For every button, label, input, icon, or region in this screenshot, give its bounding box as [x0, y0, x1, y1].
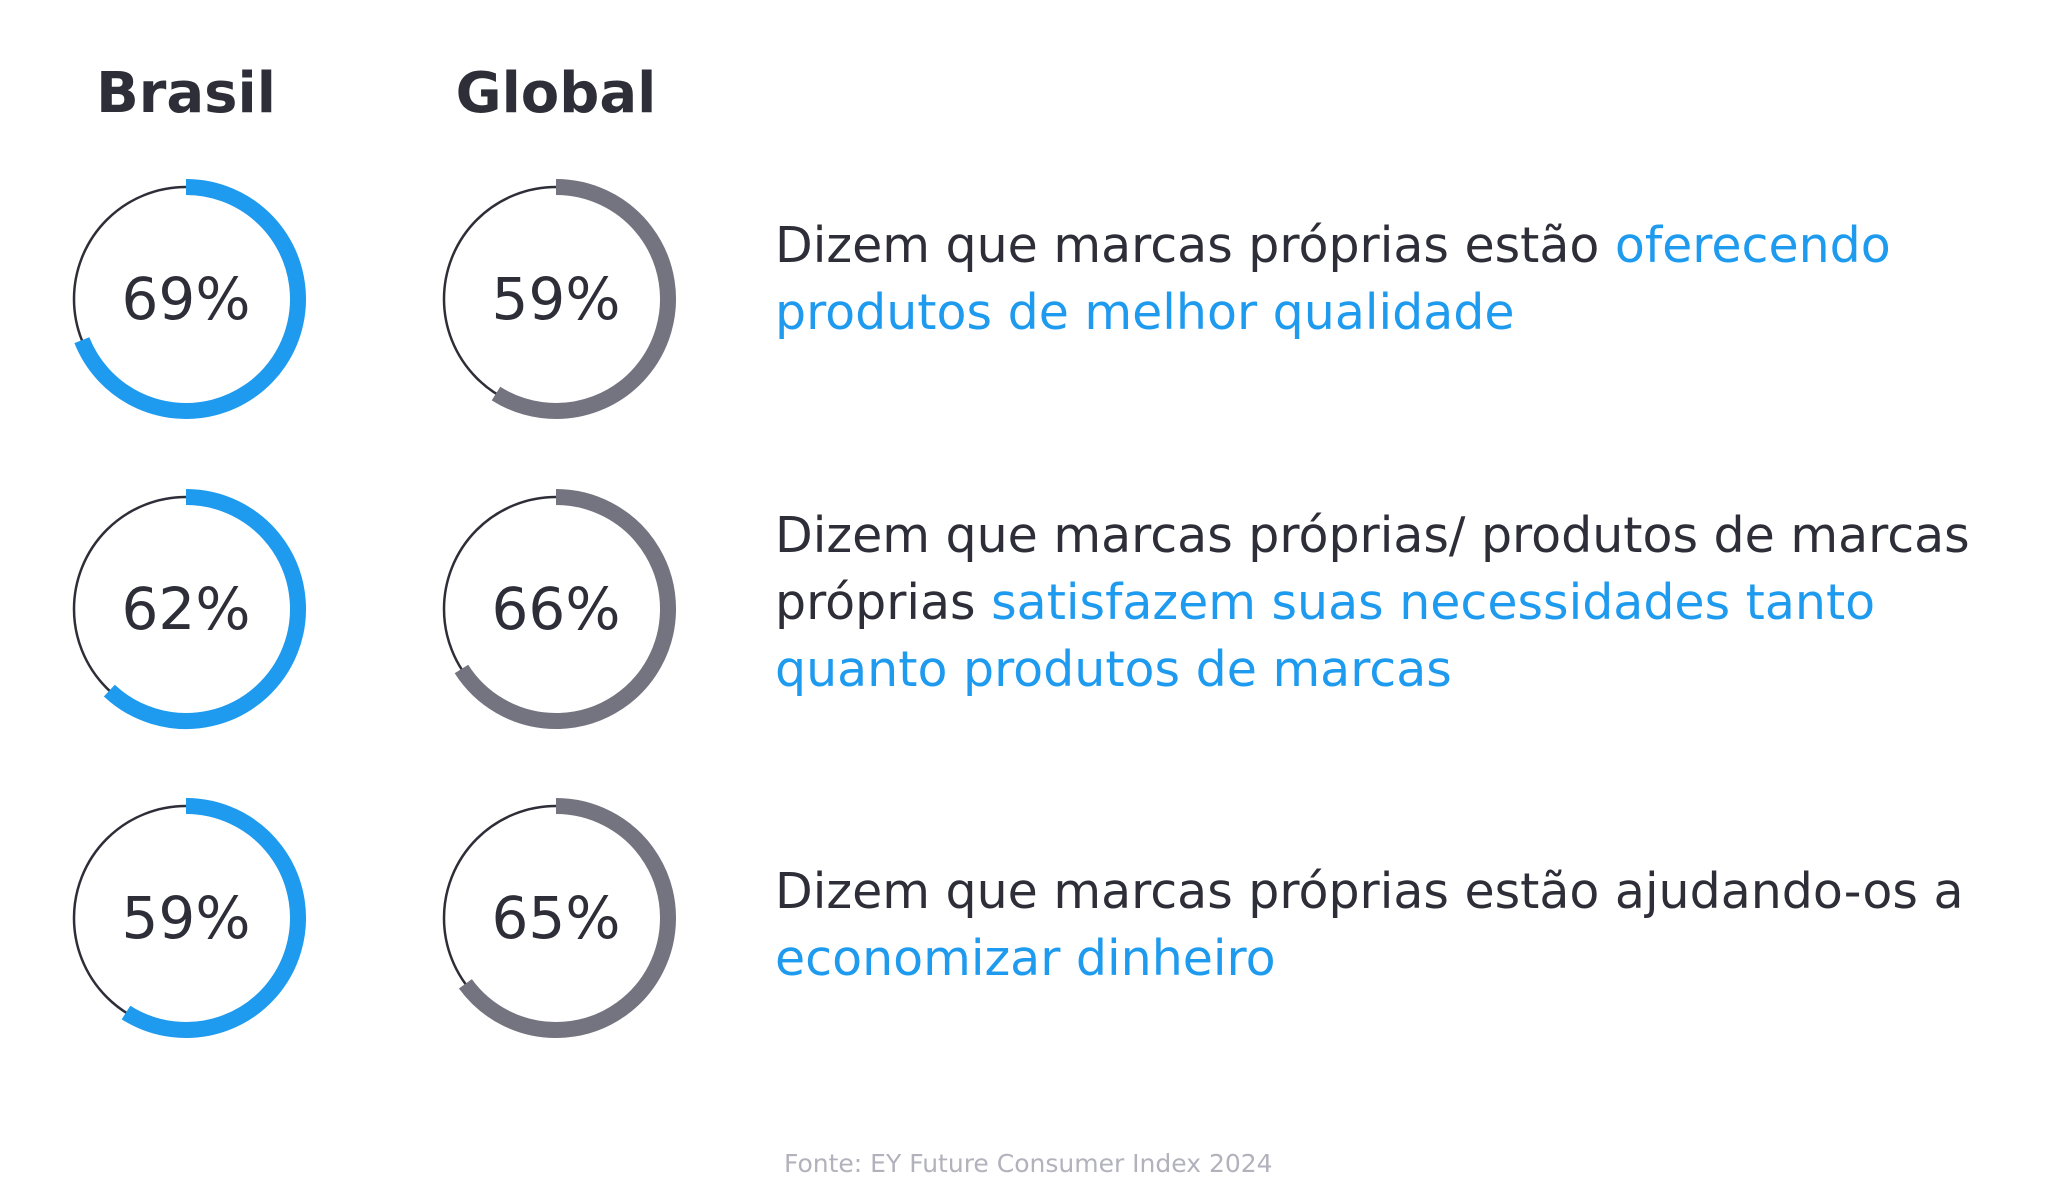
donut-arc-global: [454, 489, 676, 729]
donut-global-row-3: 65%: [442, 798, 676, 1038]
donut-brasil-row-1: 69%: [72, 179, 306, 419]
statement-highlight-text: economizar dinheiro: [775, 930, 1276, 987]
donut-arc-brasil: [121, 798, 306, 1038]
donut-value-label: 66%: [492, 575, 621, 643]
statement-satisfaction: Dizem que marcas próprias/ produtos de m…: [775, 502, 2015, 703]
donut-value-label: 59%: [492, 265, 621, 333]
column-header-global: Global: [456, 61, 657, 126]
statement-plain-text: Dizem que marcas próprias estão: [775, 217, 1615, 274]
donut-brasil-row-2: 62%: [72, 489, 306, 729]
donut-value-label: 69%: [122, 265, 251, 333]
column-header-brasil: Brasil: [96, 61, 276, 126]
statement-highlight-text: oferecendo produtos de melhor qualidade: [775, 217, 1891, 341]
donut-brasil-row-3: 59%: [72, 798, 306, 1038]
donut-value-label: 62%: [122, 575, 251, 643]
statement-plain-text: Dizem que marcas próprias/ produtos de m…: [775, 507, 1970, 631]
donut-arc-global: [491, 179, 676, 419]
statement-plain-text: Dizem que marcas próprias estão ajudando…: [775, 863, 1964, 920]
statement-highlight-text: satisfazem suas necessidades tanto quant…: [775, 574, 1876, 698]
donut-arc-brasil: [74, 179, 306, 419]
source-note: Fonte: EY Future Consumer Index 2024: [784, 1149, 1273, 1178]
donut-arc-global: [458, 798, 676, 1038]
donut-global-row-1: 59%: [442, 179, 676, 419]
donut-global-row-2: 66%: [442, 489, 676, 729]
donut-value-label: 59%: [122, 884, 251, 952]
donut-value-label: 65%: [492, 884, 621, 952]
statement-savings: Dizem que marcas próprias estão ajudando…: [775, 858, 2015, 992]
statement-quality: Dizem que marcas próprias estão oferecen…: [775, 212, 2015, 346]
donut-arc-brasil: [103, 489, 306, 729]
rings-layer: 69% 62% 59% 59% 66% 65%: [72, 179, 676, 1038]
